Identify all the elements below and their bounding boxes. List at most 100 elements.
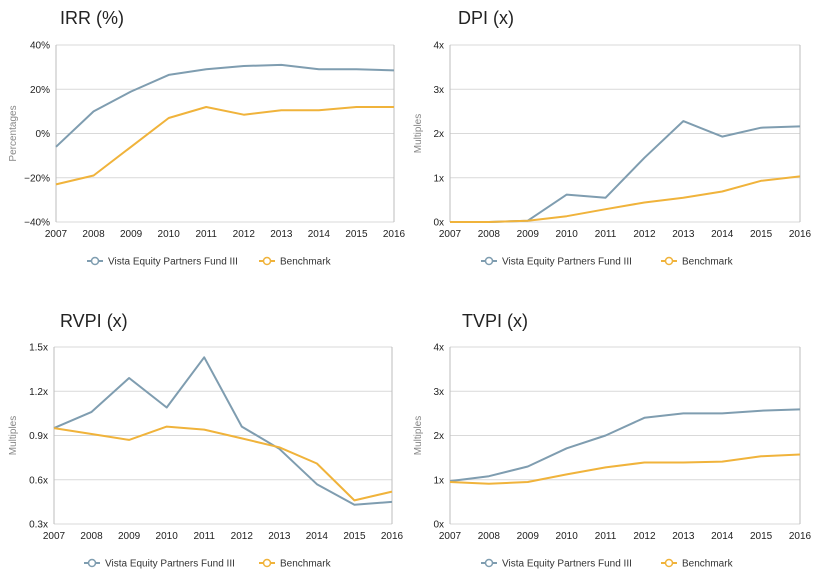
y-axis-label: Multiples xyxy=(413,114,424,153)
x-tick-label: 2012 xyxy=(633,229,656,240)
y-tick-label: 0x xyxy=(433,520,444,531)
series-line-benchmark xyxy=(53,425,393,502)
y-tick-label: 0% xyxy=(36,129,51,140)
series-line-benchmark xyxy=(449,453,801,485)
x-tick-label: 2010 xyxy=(158,229,181,240)
x-tick-label: 2007 xyxy=(45,229,68,240)
x-tick-label: 2010 xyxy=(556,229,579,240)
x-tick-label: 2010 xyxy=(156,531,179,542)
legend-marker-icon xyxy=(90,256,100,266)
y-tick-label: −20% xyxy=(24,173,50,184)
y-axis-label: Multiples xyxy=(8,416,19,455)
chart-rvpi: RVPI (x) 0.3x 0.6x 0.9x 1.2x 1.5x 2007 2008 2009… xyxy=(8,311,404,570)
x-tick-label: 2007 xyxy=(43,531,66,542)
x-tick-label: 2009 xyxy=(118,531,141,542)
legend: Vista Equity Partners Fund III Benchmark xyxy=(87,257,332,268)
y-tick-label: 4x xyxy=(433,41,444,52)
x-tick-label: 2012 xyxy=(231,531,254,542)
x-tick-label: 2016 xyxy=(789,229,812,240)
chart-dpi: DPI (x) 0x 1x 2x 3x 4x 2007 2008 2009 2010 2011 201… xyxy=(413,8,812,268)
y-tick-label: 1x xyxy=(433,475,444,486)
x-tick-label: 2010 xyxy=(556,531,579,542)
x-tick-label: 2013 xyxy=(268,531,291,542)
legend-label-fund[interactable]: Vista Equity Partners Fund III xyxy=(108,257,238,268)
legend: Vista Equity Partners Fund III Benchmark xyxy=(481,559,734,570)
legend-marker-icon xyxy=(664,558,674,568)
x-tick-label: 2012 xyxy=(633,531,656,542)
legend-label-benchmark[interactable]: Benchmark xyxy=(682,559,734,570)
y-tick-label: 40% xyxy=(30,41,50,52)
x-tick-label: 2007 xyxy=(439,531,462,542)
y-tick-label: 0.9x xyxy=(29,431,48,442)
legend-label-benchmark[interactable]: Benchmark xyxy=(280,257,332,268)
x-tick-label: 2009 xyxy=(120,229,143,240)
x-tick-label: 2015 xyxy=(750,531,773,542)
y-tick-label: 3x xyxy=(433,387,444,398)
y-tick-label: 2x xyxy=(433,431,444,442)
x-tick-label: 2014 xyxy=(711,531,734,542)
x-tick-label: 2015 xyxy=(343,531,366,542)
legend-label-fund[interactable]: Vista Equity Partners Fund III xyxy=(502,257,632,268)
legend-label-benchmark[interactable]: Benchmark xyxy=(682,257,734,268)
legend: Vista Equity Partners Fund III Benchmark xyxy=(481,257,734,268)
chart-tvpi: TVPI (x) 0x 1x 2x 3x 4x 2007 2008 2009 2010 2011 20… xyxy=(413,311,812,570)
legend-marker-icon xyxy=(664,256,674,266)
y-tick-label: −40% xyxy=(24,218,50,229)
series-line-fund xyxy=(449,408,801,483)
series-line-fund xyxy=(450,120,801,223)
x-tick-label: 2015 xyxy=(750,229,773,240)
x-tick-label: 2013 xyxy=(672,229,695,240)
x-tick-label: 2008 xyxy=(82,229,105,240)
y-tick-label: 1.5x xyxy=(29,343,48,354)
y-tick-label: 4x xyxy=(433,343,444,354)
y-tick-label: 1.2x xyxy=(29,387,48,398)
x-tick-label: 2014 xyxy=(308,229,331,240)
x-tick-label: 2009 xyxy=(517,531,540,542)
legend-label-fund[interactable]: Vista Equity Partners Fund III xyxy=(502,559,632,570)
series-line-benchmark xyxy=(450,175,801,223)
legend-marker-icon xyxy=(484,558,494,568)
chart-title: IRR (%) xyxy=(60,8,124,28)
y-axis-label: Multiples xyxy=(413,416,424,455)
legend-marker-icon xyxy=(262,256,272,266)
y-tick-label: 20% xyxy=(30,85,50,96)
x-tick-label: 2015 xyxy=(345,229,368,240)
x-tick-label: 2011 xyxy=(595,229,617,240)
legend-label-benchmark[interactable]: Benchmark xyxy=(280,559,332,570)
legend-label-fund[interactable]: Vista Equity Partners Fund III xyxy=(105,559,235,570)
chart-title: TVPI (x) xyxy=(462,311,528,331)
legend-marker-icon xyxy=(484,256,494,266)
x-tick-label: 2013 xyxy=(672,531,695,542)
x-tick-label: 2011 xyxy=(193,531,215,542)
x-tick-label: 2008 xyxy=(478,531,501,542)
x-tick-label: 2011 xyxy=(595,531,617,542)
chart-title: RVPI (x) xyxy=(60,311,128,331)
y-axis-label: Percentages xyxy=(8,105,19,161)
x-tick-label: 2009 xyxy=(517,229,540,240)
series-line-fund xyxy=(55,63,395,148)
x-tick-label: 2016 xyxy=(383,229,406,240)
x-tick-label: 2016 xyxy=(789,531,812,542)
x-tick-label: 2013 xyxy=(270,229,293,240)
y-tick-label: 0.3x xyxy=(29,520,48,531)
y-tick-label: 0.6x xyxy=(29,475,48,486)
x-tick-label: 2014 xyxy=(711,229,734,240)
x-tick-label: 2007 xyxy=(439,229,462,240)
x-tick-label: 2008 xyxy=(478,229,501,240)
x-tick-label: 2012 xyxy=(233,229,256,240)
series-line-benchmark xyxy=(55,106,394,186)
x-tick-label: 2016 xyxy=(381,531,404,542)
legend-marker-icon xyxy=(87,558,97,568)
y-tick-label: 1x xyxy=(433,173,444,184)
y-tick-label: 3x xyxy=(433,85,444,96)
legend: Vista Equity Partners Fund III Benchmark xyxy=(84,559,332,570)
x-tick-label: 2011 xyxy=(195,229,217,240)
chart-title: DPI (x) xyxy=(458,8,514,28)
legend-marker-icon xyxy=(262,558,272,568)
y-tick-label: 0x xyxy=(433,218,444,229)
x-tick-label: 2014 xyxy=(306,531,329,542)
y-tick-label: 2x xyxy=(433,129,444,140)
x-tick-label: 2008 xyxy=(80,531,103,542)
